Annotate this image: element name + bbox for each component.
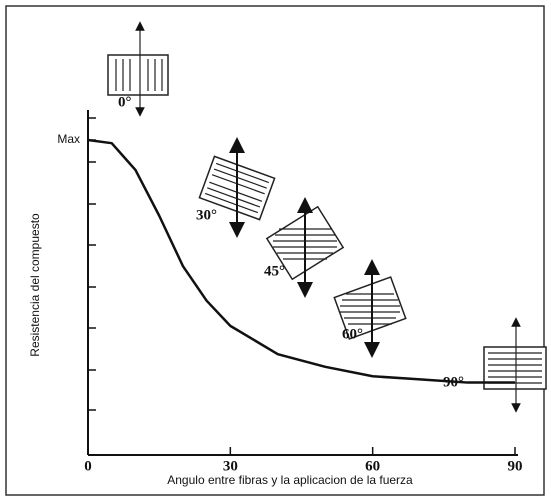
x-tick-label: 90 <box>508 458 523 474</box>
annotation: 45° <box>264 263 285 279</box>
x-axis-label: Angulo entre fibras y la aplicacion de l… <box>167 473 413 487</box>
x-tick-label: 30 <box>223 458 238 474</box>
annotation: 60° <box>342 326 363 342</box>
y-axis-decor-ticks <box>88 117 96 411</box>
y-tick-label: Max <box>57 132 80 146</box>
icon-0 <box>107 21 169 117</box>
x-tick-label: 0 <box>84 458 92 474</box>
frame <box>5 5 545 496</box>
icon-90 <box>483 317 547 413</box>
annotation: 0° <box>118 94 132 110</box>
line <box>87 138 515 384</box>
y-axis-label: Resistencia del compuesto <box>28 213 42 357</box>
x-tick-label: 60 <box>365 458 380 474</box>
annotation: 30° <box>196 207 217 223</box>
